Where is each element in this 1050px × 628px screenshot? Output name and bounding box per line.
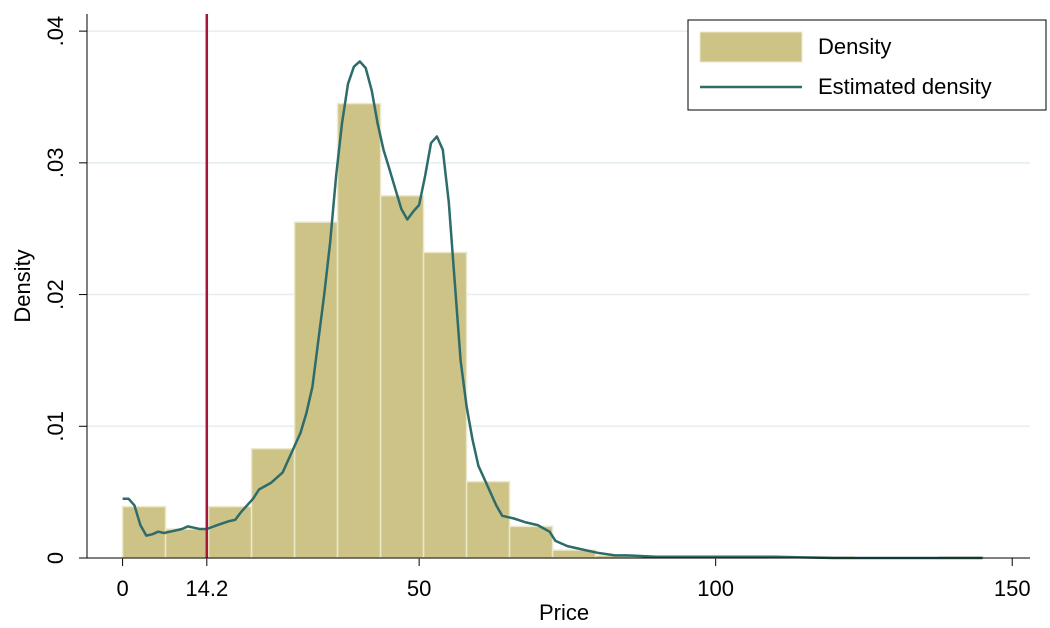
y-tick-label: .03 (43, 148, 68, 179)
bar (379, 195, 425, 559)
density-line (122, 60, 983, 560)
legend-label: Estimated density (818, 74, 992, 99)
x-tick-label: 50 (407, 576, 431, 601)
x-tick-label: 150 (994, 576, 1031, 601)
y-tick-label: .04 (43, 16, 68, 47)
y-tick-label: .01 (43, 411, 68, 442)
bar (465, 480, 511, 559)
bar (336, 102, 382, 559)
bar (293, 221, 339, 559)
x-tick-label: 0 (116, 576, 128, 601)
bar (207, 505, 253, 559)
y-tick-label: .02 (43, 279, 68, 310)
bar (250, 447, 296, 559)
bar (508, 525, 554, 559)
legend-swatch (699, 31, 803, 63)
x-axis-title: Price (539, 600, 589, 625)
legend-label: Density (818, 34, 891, 59)
x-tick-label: 14.2 (185, 576, 228, 601)
bar (422, 251, 468, 559)
y-tick-label: 0 (43, 552, 68, 564)
x-tick-label: 100 (697, 576, 734, 601)
y-axis-title: Density (10, 249, 35, 322)
bar (164, 528, 210, 559)
